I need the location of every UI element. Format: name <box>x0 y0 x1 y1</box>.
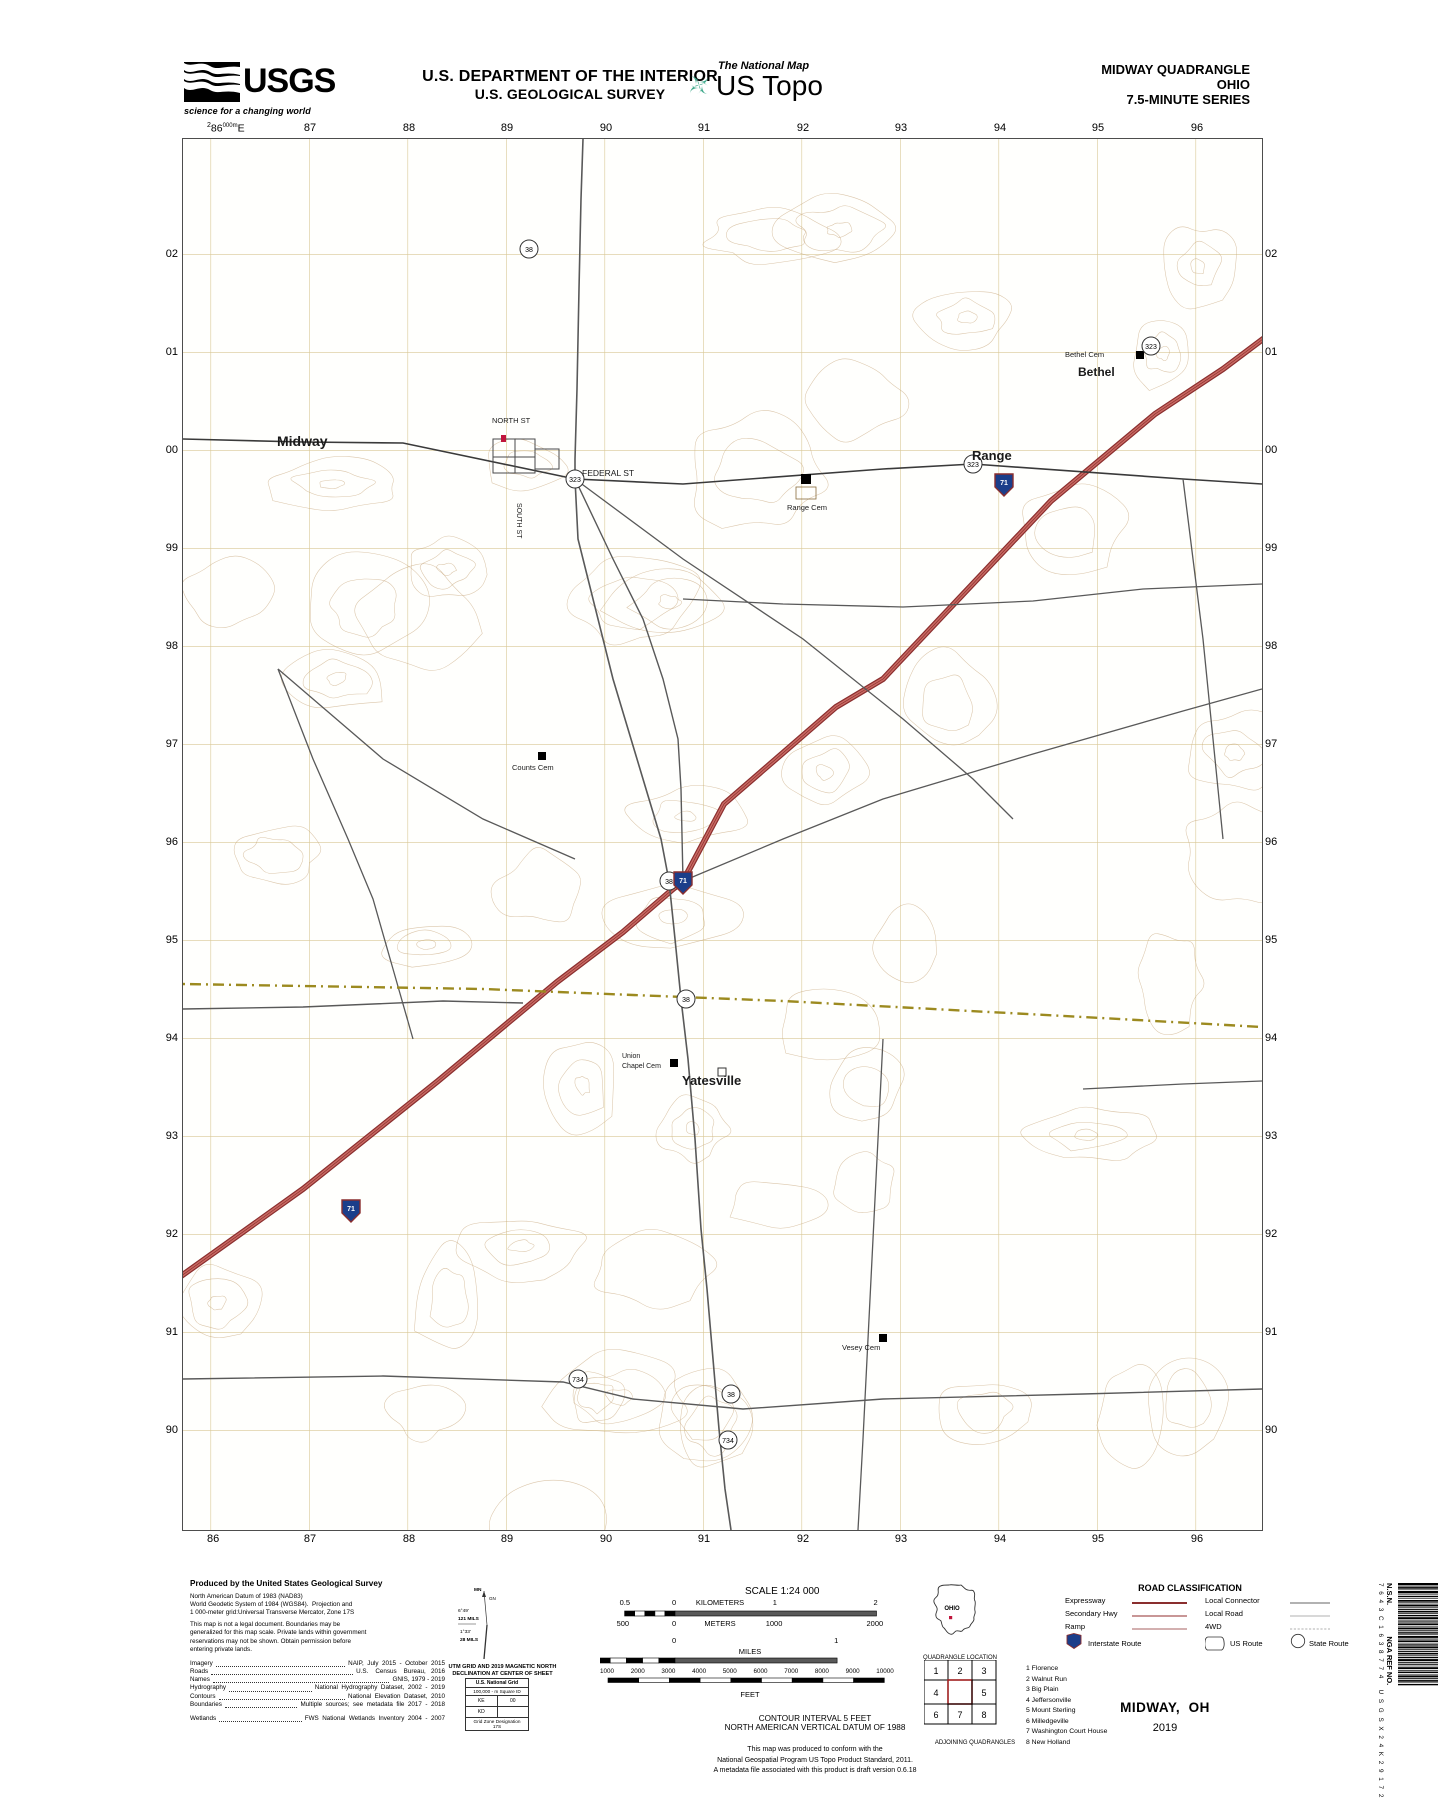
svg-text:FEET: FEET <box>740 1690 760 1699</box>
svg-text:10000: 10000 <box>876 1668 894 1675</box>
svg-text:8: 8 <box>981 1710 986 1720</box>
svg-text:KILOMETERS: KILOMETERS <box>696 1598 744 1607</box>
svg-text:0: 0 <box>672 1619 676 1628</box>
svg-text:1°33': 1°33' <box>460 1629 471 1635</box>
svg-text:0: 0 <box>672 1598 676 1607</box>
svg-text:4: 4 <box>933 1688 938 1698</box>
svg-text:1000: 1000 <box>766 1619 783 1628</box>
svg-text:5: 5 <box>981 1688 986 1698</box>
svg-text:38: 38 <box>682 997 690 1004</box>
svg-text:323: 323 <box>1145 344 1157 351</box>
svg-text:OHIO: OHIO <box>944 1606 960 1612</box>
svg-text:38: 38 <box>665 879 673 886</box>
svg-text:2: 2 <box>957 1666 962 1676</box>
svg-text:734: 734 <box>722 1438 734 1445</box>
svg-text:28 MILS: 28 MILS <box>460 1637 479 1643</box>
svg-text:0: 0 <box>672 1636 676 1645</box>
svg-text:2000: 2000 <box>867 1619 884 1628</box>
svg-text:MILES: MILES <box>739 1647 762 1656</box>
svg-text:1: 1 <box>933 1666 938 1676</box>
svg-text:0.5: 0.5 <box>620 1598 630 1607</box>
svg-text:1000: 1000 <box>600 1668 615 1675</box>
svg-text:4000: 4000 <box>692 1668 707 1675</box>
svg-text:734: 734 <box>572 1377 584 1384</box>
svg-text:GN: GN <box>489 1596 496 1601</box>
svg-text:7000: 7000 <box>784 1668 799 1675</box>
svg-text:9000: 9000 <box>846 1668 861 1675</box>
svg-text:3000: 3000 <box>661 1668 676 1675</box>
svg-text:2000: 2000 <box>631 1668 646 1675</box>
svg-text:6000: 6000 <box>754 1668 769 1675</box>
svg-text:71: 71 <box>347 1206 355 1213</box>
svg-text:MN: MN <box>474 1587 482 1593</box>
svg-text:7: 7 <box>957 1710 962 1720</box>
svg-text:71: 71 <box>679 878 687 885</box>
svg-text:1: 1 <box>773 1598 777 1607</box>
svg-text:2: 2 <box>874 1598 878 1607</box>
svg-text:8000: 8000 <box>815 1668 830 1675</box>
svg-text:6: 6 <box>933 1710 938 1720</box>
svg-text:323: 323 <box>967 462 979 469</box>
svg-text:121 MILS: 121 MILS <box>458 1616 480 1622</box>
svg-text:323: 323 <box>569 477 581 484</box>
svg-text:500: 500 <box>617 1619 630 1628</box>
svg-text:71: 71 <box>1000 480 1008 487</box>
svg-text:6°49': 6°49' <box>458 1608 469 1614</box>
svg-text:METERS: METERS <box>704 1619 735 1628</box>
svg-text:3: 3 <box>981 1666 986 1676</box>
svg-text:5000: 5000 <box>723 1668 738 1675</box>
svg-text:38: 38 <box>727 1392 735 1399</box>
svg-text:38: 38 <box>525 247 533 254</box>
svg-text:1: 1 <box>834 1636 838 1645</box>
